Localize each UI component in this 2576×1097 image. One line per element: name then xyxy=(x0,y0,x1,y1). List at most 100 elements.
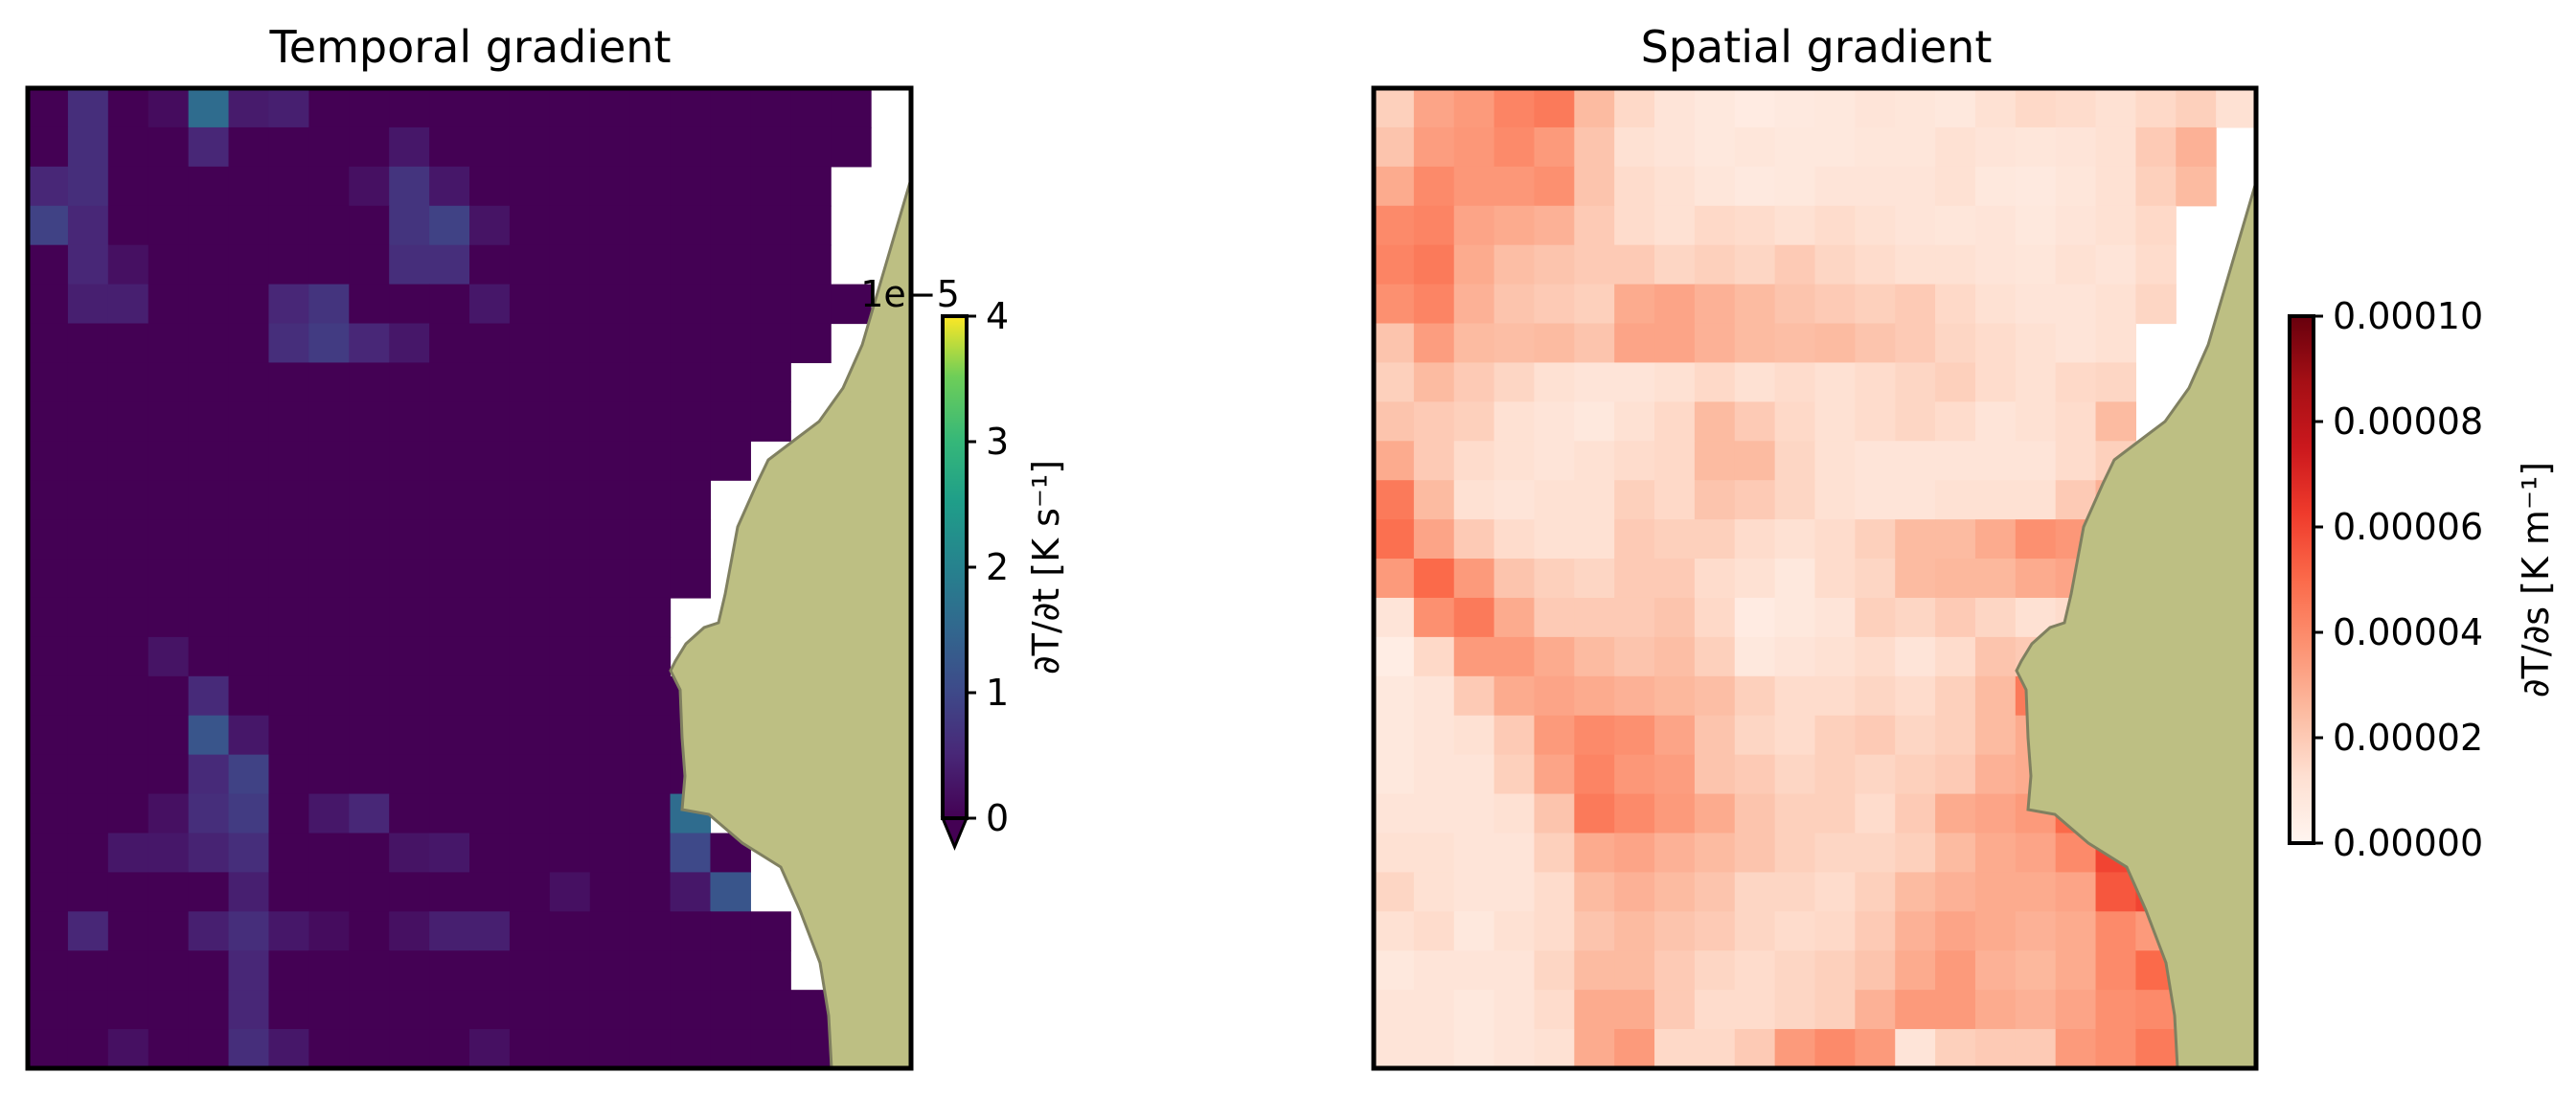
temporal-cell xyxy=(469,362,511,402)
temporal-cell xyxy=(107,519,149,560)
temporal-cell xyxy=(308,559,350,599)
temporal-colorbar-tick-label: 3 xyxy=(986,421,1009,463)
temporal-cell xyxy=(148,401,190,442)
temporal-cell xyxy=(589,754,631,795)
temporal-cell xyxy=(28,793,69,834)
temporal-cell xyxy=(549,675,591,717)
temporal-cell xyxy=(188,323,230,364)
spatial-cell xyxy=(1374,636,1415,677)
spatial-cell xyxy=(1814,715,1856,756)
temporal-cell xyxy=(509,166,551,207)
spatial-cell xyxy=(1654,636,1696,677)
spatial-cell xyxy=(1493,833,1536,873)
temporal-cell xyxy=(28,244,69,286)
spatial-cell xyxy=(1453,675,1495,717)
spatial-cell xyxy=(1774,480,1816,520)
spatial-cell xyxy=(1935,126,1976,168)
spatial-cell xyxy=(1935,401,1976,442)
spatial-cell xyxy=(2095,323,2137,364)
spatial-cell xyxy=(1493,323,1536,364)
spatial-cell xyxy=(1935,88,1976,128)
temporal-cell xyxy=(429,401,470,442)
temporal-colorbar-tick-label: 2 xyxy=(986,546,1009,588)
spatial-cell xyxy=(1534,559,1575,599)
temporal-cell xyxy=(268,636,309,677)
spatial-cell xyxy=(1413,480,1455,520)
spatial-cell xyxy=(1855,675,1896,717)
temporal-cell xyxy=(429,205,470,246)
temporal-cell xyxy=(670,126,712,168)
spatial-cell xyxy=(1734,205,1776,246)
spatial-cell xyxy=(1974,597,2017,638)
temporal-cell xyxy=(389,166,430,207)
temporal-cell xyxy=(629,990,672,1030)
spatial-cell xyxy=(1413,715,1455,756)
temporal-cell xyxy=(188,205,230,246)
spatial-cell xyxy=(1694,636,1736,677)
spatial-cell xyxy=(1814,401,1856,442)
spatial-heatmap xyxy=(1374,88,2257,1069)
spatial-cell xyxy=(1855,872,1896,912)
spatial-cell xyxy=(2135,244,2177,286)
spatial-cell xyxy=(1774,715,1816,756)
temporal-cell xyxy=(469,441,511,481)
spatial-cell xyxy=(1574,166,1615,207)
spatial-cell xyxy=(1574,323,1615,364)
spatial-cell xyxy=(1493,990,1536,1030)
spatial-cell xyxy=(1413,636,1455,677)
spatial-cell xyxy=(1814,950,1856,991)
temporal-cell xyxy=(308,1029,350,1069)
temporal-cell xyxy=(228,911,270,951)
temporal-cell xyxy=(589,990,631,1030)
temporal-cell xyxy=(549,793,591,834)
spatial-colorbar-frame xyxy=(2288,314,2315,845)
spatial-cell xyxy=(2055,362,2097,402)
spatial-cell xyxy=(2015,284,2057,325)
spatial-cell xyxy=(1935,911,1976,951)
temporal-cell xyxy=(308,362,350,402)
spatial-cell xyxy=(2095,401,2137,442)
temporal-cell xyxy=(589,872,631,912)
temporal-cell xyxy=(429,715,470,756)
spatial-cell xyxy=(1974,872,2017,912)
temporal-cell xyxy=(710,1029,751,1069)
spatial-cell xyxy=(1895,950,1936,991)
temporal-cell xyxy=(268,401,309,442)
temporal-cell xyxy=(228,88,270,128)
temporal-cell xyxy=(28,88,69,128)
spatial-cell xyxy=(1453,872,1495,912)
temporal-cell xyxy=(710,284,751,325)
temporal-cell xyxy=(629,597,672,638)
spatial-cell xyxy=(1374,1029,1415,1069)
spatial-cell xyxy=(2015,205,2057,246)
spatial-cell xyxy=(1654,911,1696,951)
spatial-cell xyxy=(1453,519,1495,560)
spatial-cell xyxy=(1694,833,1736,873)
temporal-cell xyxy=(429,441,470,481)
spatial-cell xyxy=(1895,559,1936,599)
temporal-cell xyxy=(349,205,390,246)
temporal-cell xyxy=(148,675,190,717)
temporal-cell xyxy=(549,323,591,364)
temporal-cell xyxy=(188,519,230,560)
spatial-cell xyxy=(1574,1029,1615,1069)
spatial-cell xyxy=(1534,362,1575,402)
spatial-cell xyxy=(1855,911,1896,951)
spatial-cell xyxy=(1614,675,1655,717)
spatial-cell xyxy=(1493,88,1536,128)
spatial-cell xyxy=(1493,911,1536,951)
temporal-cell xyxy=(670,88,712,128)
spatial-cell xyxy=(1574,675,1615,717)
temporal-cell xyxy=(831,126,872,168)
temporal-cell xyxy=(308,519,350,560)
temporal-cell xyxy=(549,88,591,128)
temporal-cell xyxy=(268,362,309,402)
spatial-cell xyxy=(1814,911,1856,951)
temporal-cell xyxy=(228,519,270,560)
spatial-cell xyxy=(1614,480,1655,520)
spatial-cell xyxy=(1974,950,2017,991)
temporal-cell xyxy=(268,284,309,325)
temporal-cell xyxy=(670,950,712,991)
temporal-colorbar-tick-label: 0 xyxy=(986,797,1009,839)
spatial-cell xyxy=(1534,284,1575,325)
